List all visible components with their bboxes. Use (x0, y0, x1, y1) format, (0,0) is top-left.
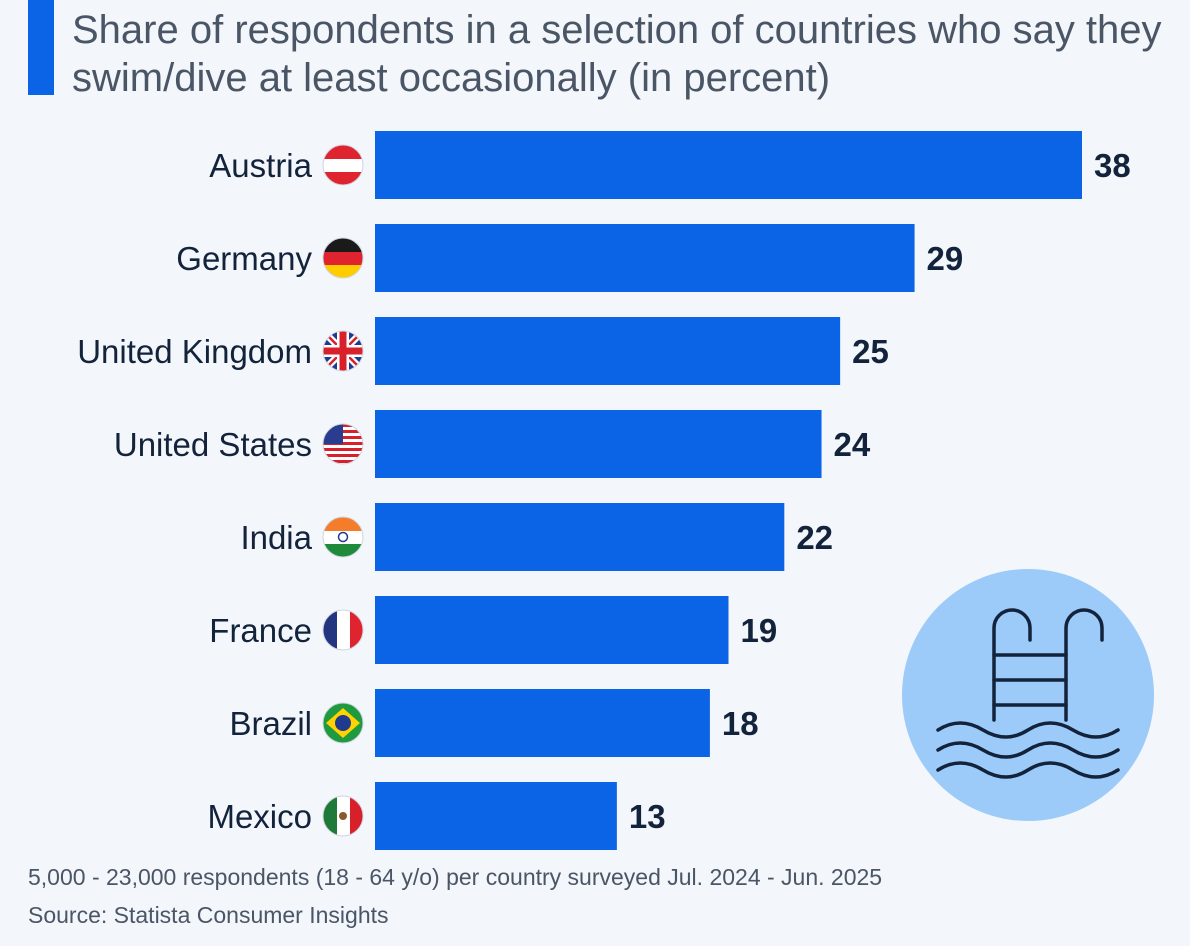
bar-brazil (375, 689, 710, 757)
mexico-flag-icon (322, 795, 364, 837)
swimming-pool-icon (902, 569, 1154, 821)
category-label: France (209, 612, 312, 649)
footer-note: 5,000 - 23,000 respondents (18 - 64 y/o)… (28, 864, 883, 890)
bar-united-kingdom (375, 317, 841, 385)
bar-germany (375, 224, 915, 292)
bar-austria (375, 131, 1082, 199)
brazil-flag-icon (322, 702, 364, 744)
category-label: India (240, 519, 312, 556)
category-label: Austria (209, 147, 312, 184)
germany-flag-icon (322, 237, 364, 279)
bar-india (375, 503, 785, 571)
bar-france (375, 596, 729, 664)
chart-title: Share of respondents in a selection of c… (72, 8, 1162, 100)
data-label: 25 (852, 333, 889, 370)
category-label: United States (114, 426, 312, 463)
title-accent-bar (28, 0, 54, 95)
data-label: 22 (796, 519, 833, 556)
category-label: Brazil (229, 705, 312, 742)
category-label: United Kingdom (77, 333, 312, 370)
category-label: Mexico (207, 798, 312, 835)
france-flag-icon (322, 609, 364, 651)
uk-flag-icon (322, 330, 364, 372)
data-label: 29 (927, 240, 964, 277)
data-label: 13 (629, 798, 666, 835)
footer-source: Source: Statista Consumer Insights (28, 902, 389, 928)
bar-mexico (375, 782, 617, 850)
bar-united-states (375, 410, 822, 478)
data-label: 24 (834, 426, 871, 463)
category-label: Germany (176, 240, 312, 277)
data-label: 19 (741, 612, 778, 649)
india-flag-icon (322, 516, 364, 558)
usa-flag-icon (322, 423, 364, 465)
data-label: 38 (1094, 147, 1131, 184)
data-label: 18 (722, 705, 759, 742)
austria-flag-icon (322, 144, 364, 186)
